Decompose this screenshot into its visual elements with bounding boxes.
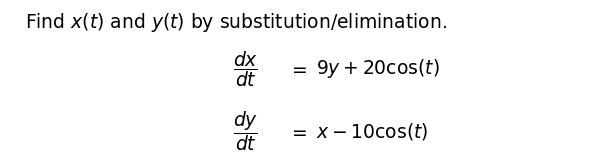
Text: Find $x(t)$ and $y(t)$ by substitution/elimination.: Find $x(t)$ and $y(t)$ by substitution/e… (25, 11, 446, 34)
Text: $x - 10\cos(t)$: $x - 10\cos(t)$ (316, 121, 429, 142)
Text: $\dfrac{dy}{dt}$: $\dfrac{dy}{dt}$ (233, 109, 258, 153)
Text: $\dfrac{dx}{dt}$: $\dfrac{dx}{dt}$ (233, 49, 258, 89)
Text: $9y + 20\cos(t)$: $9y + 20\cos(t)$ (316, 57, 440, 80)
Text: $=$: $=$ (288, 122, 308, 141)
Text: $=$: $=$ (288, 59, 308, 78)
